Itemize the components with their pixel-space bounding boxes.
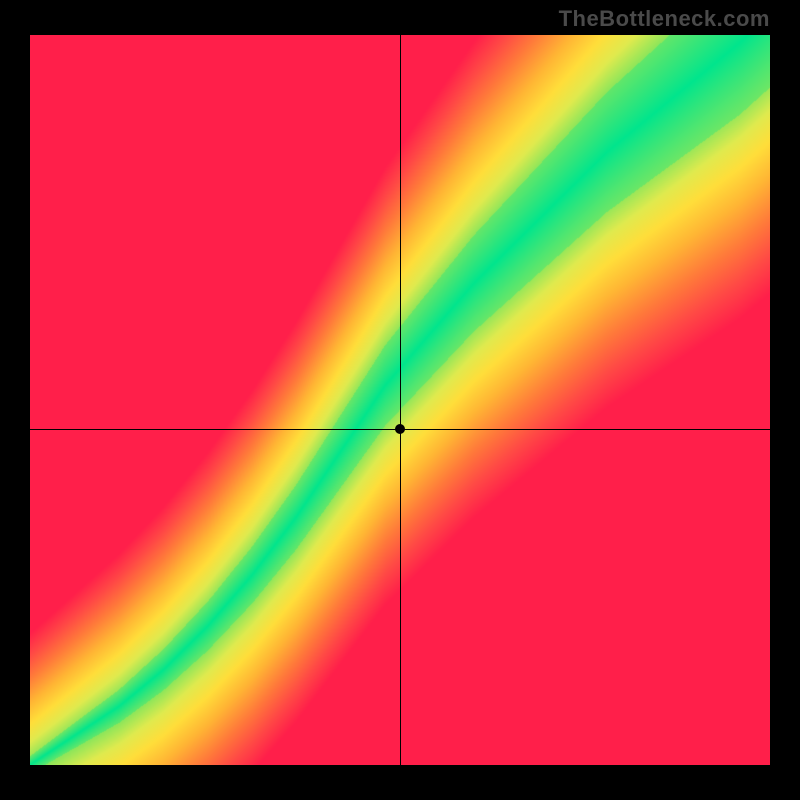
data-point-marker: [395, 424, 405, 434]
bottleneck-heatmap: [30, 35, 770, 765]
crosshair-vertical: [400, 35, 401, 765]
watermark-text: TheBottleneck.com: [559, 6, 770, 32]
chart-container: TheBottleneck.com: [0, 0, 800, 800]
